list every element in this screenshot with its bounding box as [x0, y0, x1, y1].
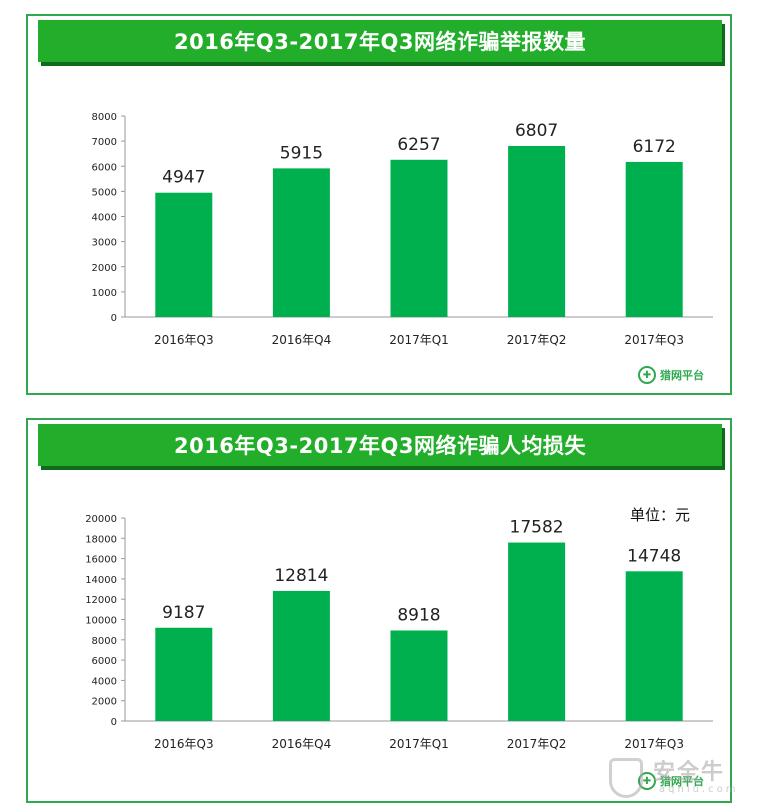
bar — [155, 192, 213, 317]
y-tick-label: 2000 — [92, 263, 117, 274]
y-tick-label: 18000 — [85, 534, 117, 545]
y-tick-label: 20000 — [85, 514, 117, 525]
bar — [625, 571, 683, 721]
lieweng-logo: ✚ 猎网平台 — [638, 366, 704, 384]
x-tick-label: 2016年Q4 — [272, 333, 332, 347]
y-tick-label: 3000 — [92, 238, 117, 249]
bar — [272, 590, 330, 721]
y-tick-label: 6000 — [92, 656, 117, 667]
y-tick-label: 4000 — [92, 676, 117, 687]
data-label: 12814 — [274, 566, 328, 586]
bar — [625, 161, 683, 317]
data-label: 4947 — [162, 168, 205, 188]
x-tick-label: 2017年Q2 — [507, 737, 567, 751]
chart-title: 2016年Q3-2017年Q3网络诈骗举报数量 — [38, 20, 722, 62]
data-label: 9187 — [162, 603, 205, 623]
bar — [508, 145, 566, 317]
chart-panel-reports: 2016年Q3-2017年Q3网络诈骗举报数量 0 1000 2000 3000 400… — [26, 14, 732, 395]
x-tick-label: 2016年Q4 — [272, 737, 332, 751]
y-tick-label: 0 — [111, 717, 117, 728]
data-label: 5915 — [280, 143, 323, 163]
y-tick-label: 6000 — [92, 162, 117, 173]
y-tick-label: 5000 — [92, 187, 117, 198]
data-label: 17582 — [510, 518, 564, 538]
bar — [508, 542, 566, 721]
bar-chart-reports: 0 1000 2000 3000 4000 5000 6000 7000 8000 4947 201… — [92, 112, 713, 347]
y-tick-label: 8000 — [92, 112, 117, 123]
lieweng-logo: ✚ 猎网平台 — [638, 772, 704, 790]
bar — [272, 168, 330, 317]
data-label: 6257 — [397, 135, 440, 155]
bar-chart-loss: 0 2000 4000 6000 8000 10000 12000 14000 16000 180… — [85, 514, 713, 751]
y-tick-label: 14000 — [85, 575, 117, 586]
data-label: 6172 — [633, 137, 676, 157]
data-label: 8918 — [397, 605, 440, 625]
y-tick-label: 4000 — [92, 213, 117, 224]
y-tick-label: 8000 — [92, 636, 117, 647]
x-tick-label: 2017年Q1 — [389, 737, 449, 751]
logo-icon: ✚ — [638, 772, 656, 790]
data-label: 14748 — [627, 546, 681, 566]
x-tick-label: 2016年Q3 — [154, 333, 214, 347]
bar — [155, 627, 213, 721]
data-label: 6807 — [515, 121, 558, 141]
y-tick-label: 16000 — [85, 555, 117, 566]
unit-label: 单位：元 — [630, 506, 691, 524]
y-tick-label: 0 — [111, 313, 117, 324]
x-tick-label: 2017年Q2 — [507, 333, 567, 347]
bar — [390, 159, 448, 317]
y-tick-label: 10000 — [85, 616, 117, 627]
logo-icon: ✚ — [638, 366, 656, 384]
y-tick-label: 7000 — [92, 137, 117, 148]
bar — [390, 630, 448, 721]
x-tick-label: 2017年Q3 — [624, 333, 684, 347]
chart-title: 2016年Q3-2017年Q3网络诈骗人均损失 — [38, 424, 722, 466]
chart-panel-loss: 2016年Q3-2017年Q3网络诈骗人均损失 单位：元 0 2000 4000 60… — [26, 418, 732, 803]
y-tick-label: 12000 — [85, 595, 117, 606]
x-tick-label: 2017年Q3 — [624, 737, 684, 751]
x-tick-label: 2016年Q3 — [154, 737, 214, 751]
x-tick-label: 2017年Q1 — [389, 333, 449, 347]
logo-text: 猎网平台 — [660, 369, 704, 382]
logo-text: 猎网平台 — [660, 775, 704, 788]
y-tick-label: 2000 — [92, 697, 117, 708]
y-tick-label: 1000 — [92, 288, 117, 299]
